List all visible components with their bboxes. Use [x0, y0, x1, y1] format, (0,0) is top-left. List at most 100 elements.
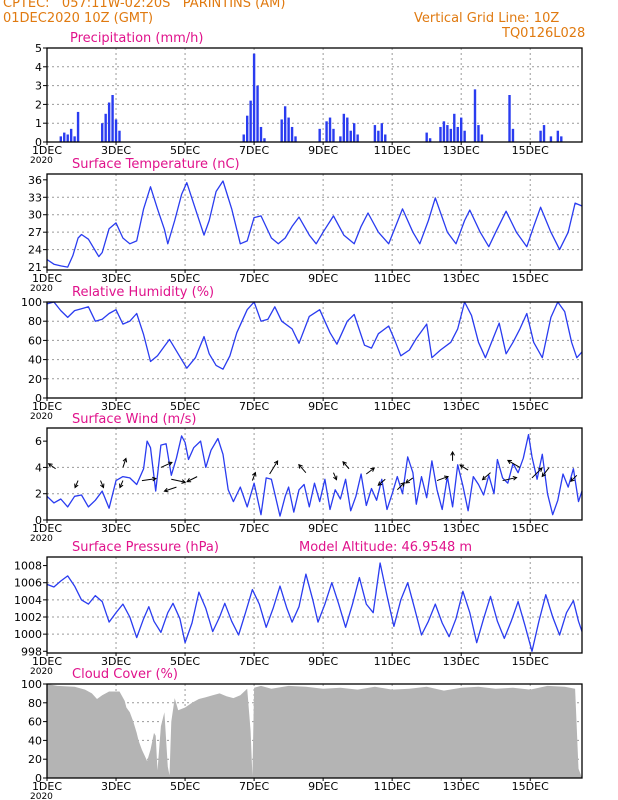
precip-bar: [111, 95, 114, 142]
precip-bar: [477, 125, 480, 142]
precip-bar: [318, 128, 321, 142]
precip-bar: [356, 134, 359, 142]
wind-arrow-head: [333, 475, 338, 481]
x-tick-label: 9DEC: [308, 272, 338, 285]
panel-frame: [46, 301, 583, 399]
precip-bar: [373, 125, 377, 142]
series-line: [46, 562, 583, 652]
panel-frame: [46, 427, 583, 521]
precip-bar: [480, 134, 484, 142]
wind-arrow: [570, 474, 578, 483]
wind-arrow-shaft: [541, 467, 550, 477]
x-tick-label: 7DEC: [239, 522, 269, 535]
x-tick-label: 3DEC: [101, 522, 131, 535]
wind-arrow-head: [74, 483, 79, 489]
wind-arrow-shaft: [160, 461, 173, 468]
x-tick-label: 5DEC: [170, 400, 200, 413]
x-tick-label: 9DEC: [308, 144, 338, 157]
x-tick-label: 11DEC: [374, 780, 411, 793]
wind-arrow-head: [119, 483, 124, 489]
panel-title: Surface Wind (m/s): [72, 412, 196, 427]
y-tick-label: 20: [28, 753, 42, 766]
precip-bar: [456, 126, 459, 142]
header-date: 01DEC2020 10Z (GMT): [3, 11, 154, 26]
wind-arrow-head: [167, 461, 173, 466]
precip-bar: [242, 134, 245, 142]
y-tick-label: 0: [35, 772, 42, 785]
x-tick-label: 1DEC: [32, 780, 62, 793]
year-label: 2020: [30, 284, 53, 294]
x-tick-label: 11DEC: [374, 272, 411, 285]
series-line: [46, 301, 583, 370]
precip-bar: [428, 138, 432, 142]
wind-arrow-shaft: [164, 486, 177, 492]
y-tick-label: 1004: [14, 594, 42, 607]
wind-arrow: [365, 467, 376, 475]
wind-arrow: [459, 464, 469, 471]
wind-arrow: [269, 460, 279, 475]
y-tick-label: 60: [28, 334, 42, 347]
wind-arrow: [298, 463, 307, 474]
precip-bar: [473, 89, 477, 142]
wind-arrow-head: [377, 481, 383, 486]
wind-arrow-head: [47, 463, 53, 468]
wind-arrow: [531, 467, 543, 479]
precip-bar: [73, 136, 76, 142]
precip-bar: [283, 106, 287, 142]
panel-5: 998 1000 1002 1004 1006 1008 1DEC 3DEC 5DEC 7DEC 9…: [14, 540, 583, 677]
y-tick-label: 33: [28, 191, 42, 204]
wind-arrow: [251, 471, 257, 481]
x-tick-label: 13DEC: [443, 272, 480, 285]
x-tick-label: 9DEC: [308, 780, 338, 793]
panel-frame: [46, 173, 583, 271]
wind-arrow-shaft: [482, 472, 491, 481]
precip-bar: [118, 130, 121, 142]
precip-bar: [442, 121, 446, 142]
precip-bar: [76, 111, 80, 142]
precip-bar: [287, 117, 290, 142]
y-tick-label: 100: [21, 296, 42, 309]
y-tick-label: 40: [28, 354, 42, 367]
wind-arrow-head: [444, 475, 450, 480]
y-tick-label: 6: [35, 435, 42, 448]
wind-arrow: [506, 459, 521, 468]
precip-bar: [380, 123, 384, 142]
x-tick-label: 1DEC: [32, 522, 62, 535]
precip-bar: [107, 102, 111, 142]
precip-bar: [69, 128, 73, 142]
x-tick-label: 15DEC: [512, 272, 549, 285]
wind-arrow: [481, 472, 491, 481]
panel-title: Surface Pressure (hPa): [72, 540, 219, 555]
header-code: TQ0126L028: [502, 26, 586, 41]
y-tick-label: 20: [28, 373, 42, 386]
precip-bar: [249, 100, 252, 142]
panel-title: Precipitation (mm/h): [70, 31, 203, 46]
precip-bar: [263, 138, 266, 142]
wind-arrow: [377, 478, 386, 486]
wind-arrow: [405, 477, 414, 484]
panel-2: 21 24 27 30 33 36 1DEC 3DEC 5DEC 7DEC 9DEC 11DEC 13D…: [28, 157, 583, 294]
x-tick-label: 7DEC: [239, 272, 269, 285]
x-tick-label: 13DEC: [443, 144, 480, 157]
precip-bar: [446, 125, 449, 142]
wind-arrow-shaft: [405, 477, 414, 484]
wind-arrow-shaft: [570, 474, 578, 482]
x-tick-label: 13DEC: [443, 655, 480, 668]
wind-arrow: [186, 476, 198, 483]
model-altitude: Model Altitude: 46.9548 m: [299, 540, 472, 555]
wind-arrow-shaft: [365, 467, 375, 475]
x-tick-label: 15DEC: [512, 780, 549, 793]
x-tick-label: 13DEC: [443, 400, 480, 413]
precip-bar: [104, 113, 107, 142]
x-tick-label: 7DEC: [239, 400, 269, 413]
precip-bar: [346, 117, 349, 142]
wind-arrow: [450, 450, 455, 461]
cloud-area: [47, 684, 582, 778]
wind-arrow-shaft: [298, 464, 307, 474]
y-tick-label: 2: [35, 98, 42, 111]
wind-arrow-head: [342, 460, 347, 466]
x-tick-label: 7DEC: [239, 655, 269, 668]
wind-arrow-shaft: [531, 467, 543, 479]
y-tick-label: 5: [35, 42, 42, 55]
